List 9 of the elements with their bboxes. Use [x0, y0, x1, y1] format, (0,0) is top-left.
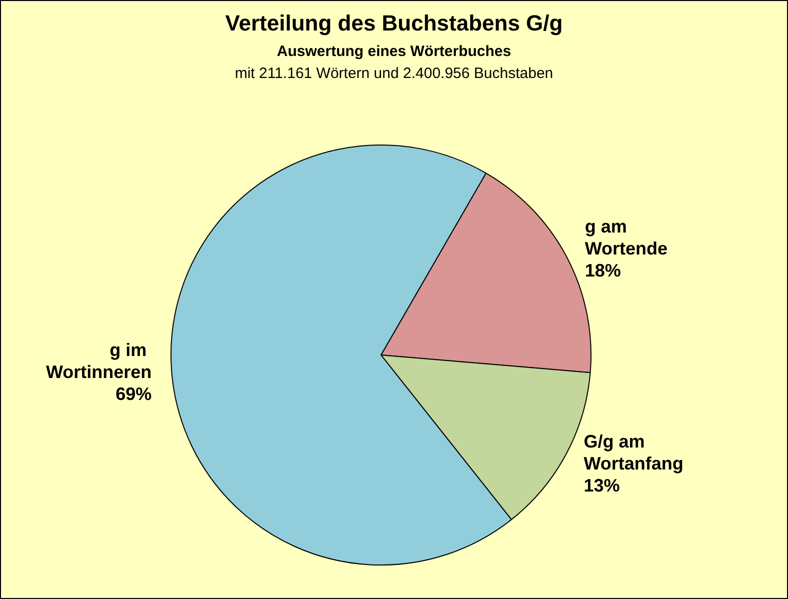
chart-subtitle: Auswertung eines Wörterbuches: [276, 43, 512, 60]
slice-label: G/g am Wortanfang: [584, 432, 684, 474]
data-label: 69%: [116, 384, 152, 404]
text: mit 211.161 Wörtern und 2.400.956 Buchstaben: [234, 65, 554, 82]
slice-label: g am Wortende: [584, 216, 668, 258]
data-label: 13%: [584, 476, 620, 496]
slice-label: g im Wortinneren: [46, 340, 152, 382]
chart-title: Verteilung des Buchstabens G/g: [225, 10, 563, 36]
data-label: 18%: [584, 260, 621, 280]
